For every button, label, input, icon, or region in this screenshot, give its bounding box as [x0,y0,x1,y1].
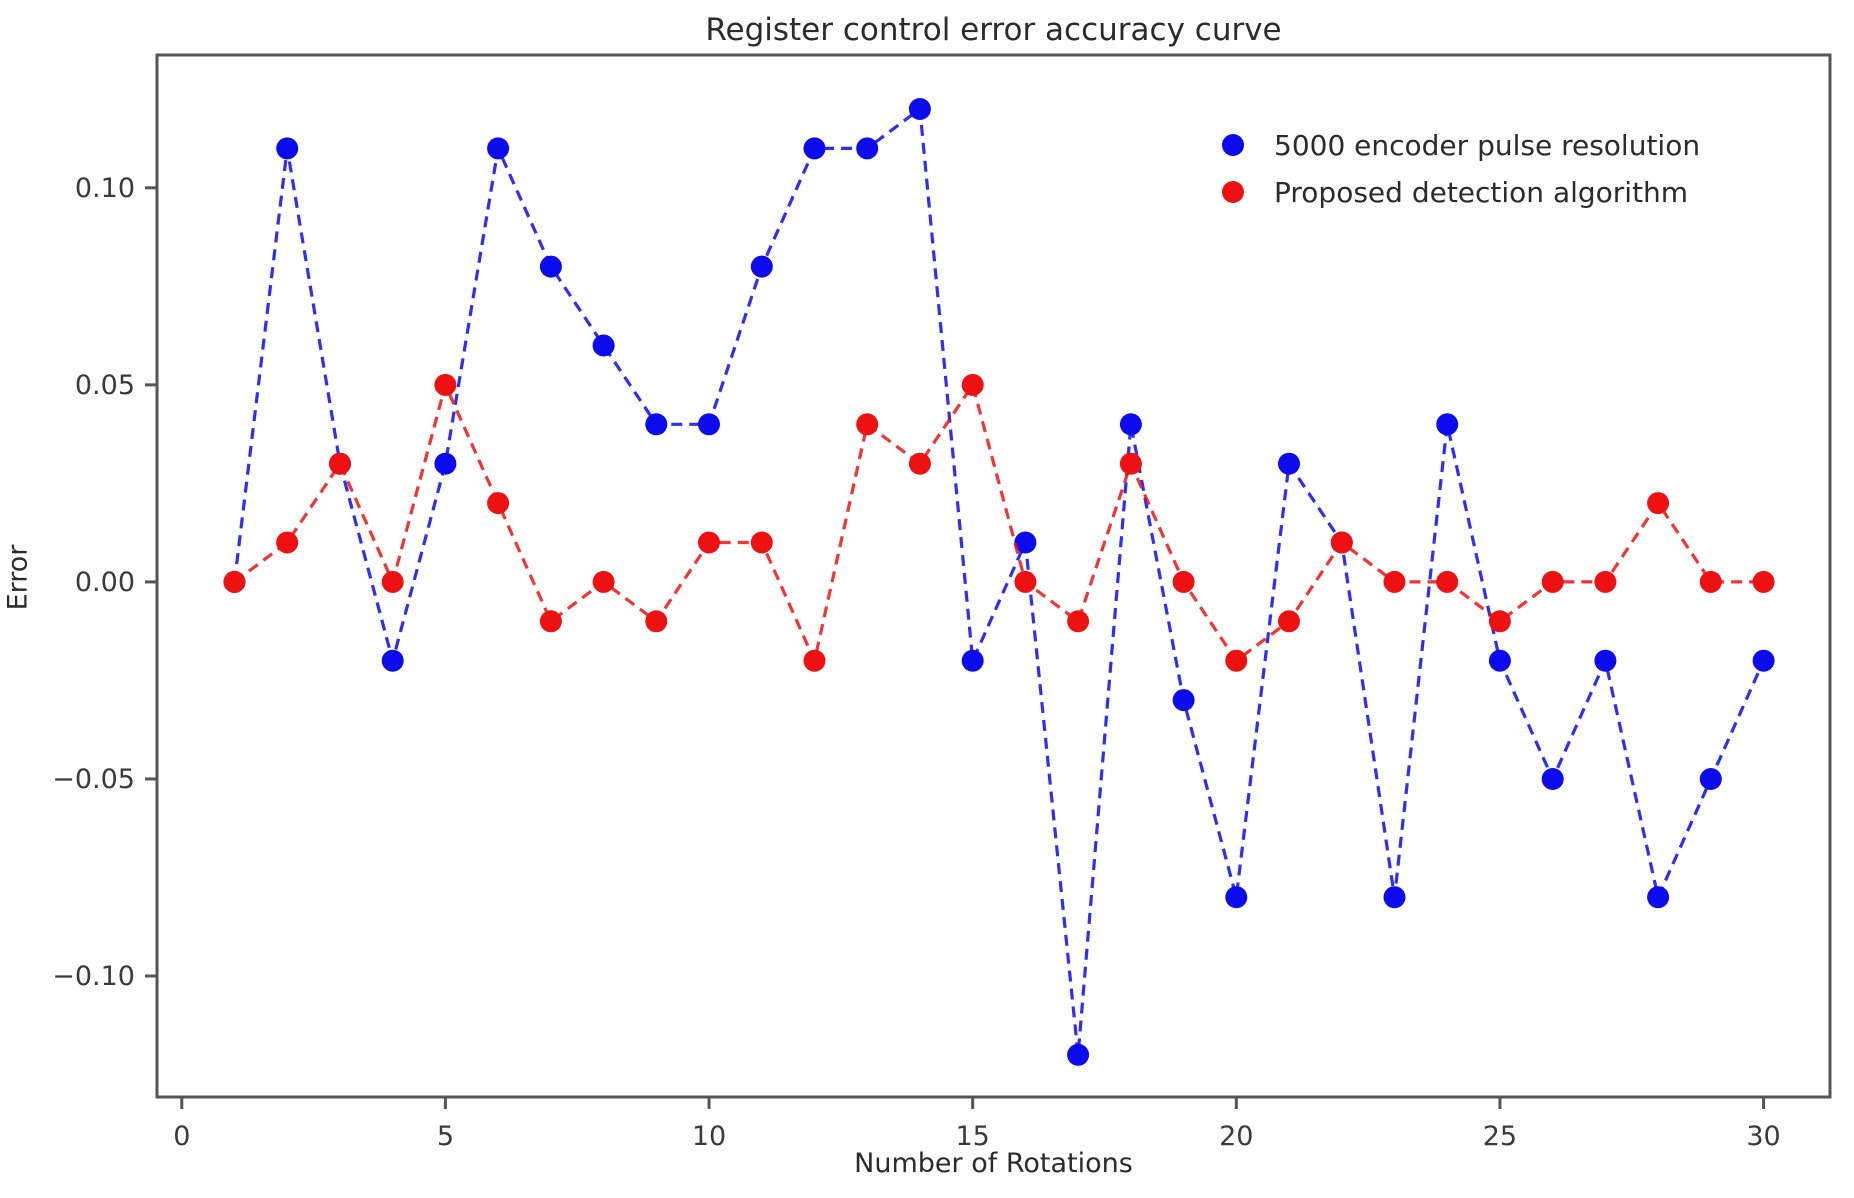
data-point-red [1699,570,1722,593]
data-point-blue [1647,886,1670,909]
x-tick-label: 15 [955,1121,989,1152]
y-tick-label: −0.05 [52,764,135,795]
data-point-blue [381,649,404,672]
data-point-blue [1067,1043,1090,1066]
data-point-red [329,452,351,475]
y-axis-label: Error [2,544,34,611]
data-point-blue [961,649,984,672]
data-point-blue [1436,413,1459,436]
data-point-red [1119,452,1142,475]
data-point-red [1436,570,1459,593]
data-point-red [856,413,879,436]
data-point-red [750,531,773,554]
data-point-red [592,570,615,593]
data-point-blue [698,413,720,436]
data-point-red [1541,570,1564,593]
data-point-red [1594,570,1617,593]
data-point-blue [1752,649,1775,672]
data-point-red [434,373,457,396]
y-tick-label: 0.10 [75,173,135,204]
x-tick-label: 5 [437,1121,454,1152]
legend-entry-encoder: 5000 encoder pulse resolution [1222,126,1700,164]
data-point-blue [276,137,299,160]
data-point-red [908,452,931,475]
data-point-red [276,531,299,554]
data-point-blue [1541,768,1564,790]
data-point-red [961,373,984,396]
x-tick-label: 20 [1219,1121,1253,1152]
legend-marker-blue-dot-icon [1222,134,1244,156]
data-point-blue [592,334,615,357]
data-point-blue [1172,689,1195,712]
data-point-blue [908,98,931,120]
x-tick-label: 0 [173,1121,190,1152]
x-tick-label: 25 [1483,1121,1517,1152]
x-axis-label: Number of Rotations [854,1148,1133,1179]
data-point-red [1172,570,1195,593]
data-point-blue [1119,413,1142,436]
data-point-blue [1488,649,1511,672]
data-point-blue [1383,886,1406,909]
legend-label-proposed: Proposed detection algorithm [1274,175,1689,209]
data-point-red [223,570,246,593]
data-point-blue [803,137,826,160]
data-point-red [1278,610,1300,633]
x-tick-label: 10 [692,1121,726,1152]
data-point-blue [856,137,879,160]
data-point-red [1067,610,1090,633]
data-point-blue [1225,886,1248,909]
data-point-red [698,531,720,554]
data-point-blue [750,255,773,278]
y-tick-label: 0.00 [75,567,135,598]
data-point-red [539,610,562,633]
data-point-blue [1014,531,1037,554]
legend-label-encoder: 5000 encoder pulse resolution [1274,128,1701,162]
data-point-blue [434,452,457,475]
data-point-blue [1594,649,1617,672]
data-point-red [1330,531,1353,554]
axes-frame [155,53,1832,1099]
legend-entry-proposed: Proposed detection algorithm [1222,173,1700,211]
data-point-red [803,649,826,672]
data-point-red [1752,570,1775,593]
data-point-blue [1278,452,1300,475]
legend: 5000 encoder pulse resolution Proposed d… [1222,126,1700,211]
y-tick-label: 0.05 [75,370,135,401]
data-point-red [645,610,668,633]
data-point-red [487,492,510,515]
data-point-blue [1699,768,1722,790]
series-line-red [233,380,1764,666]
y-tick-label: −0.10 [52,961,135,992]
data-point-red [1383,570,1406,593]
data-point-red [1225,649,1248,672]
legend-marker-red-dot-icon [1222,181,1244,203]
data-point-red [1488,610,1511,633]
data-point-red [1647,492,1670,515]
chart-title: Register control error accuracy curve [705,12,1282,48]
data-point-blue [645,413,668,436]
data-point-blue [539,255,562,278]
data-point-blue [487,137,510,160]
x-tick-label: 30 [1746,1121,1780,1152]
data-point-red [381,570,404,593]
series-line-blue [232,106,1766,1055]
data-point-red [1014,570,1037,593]
